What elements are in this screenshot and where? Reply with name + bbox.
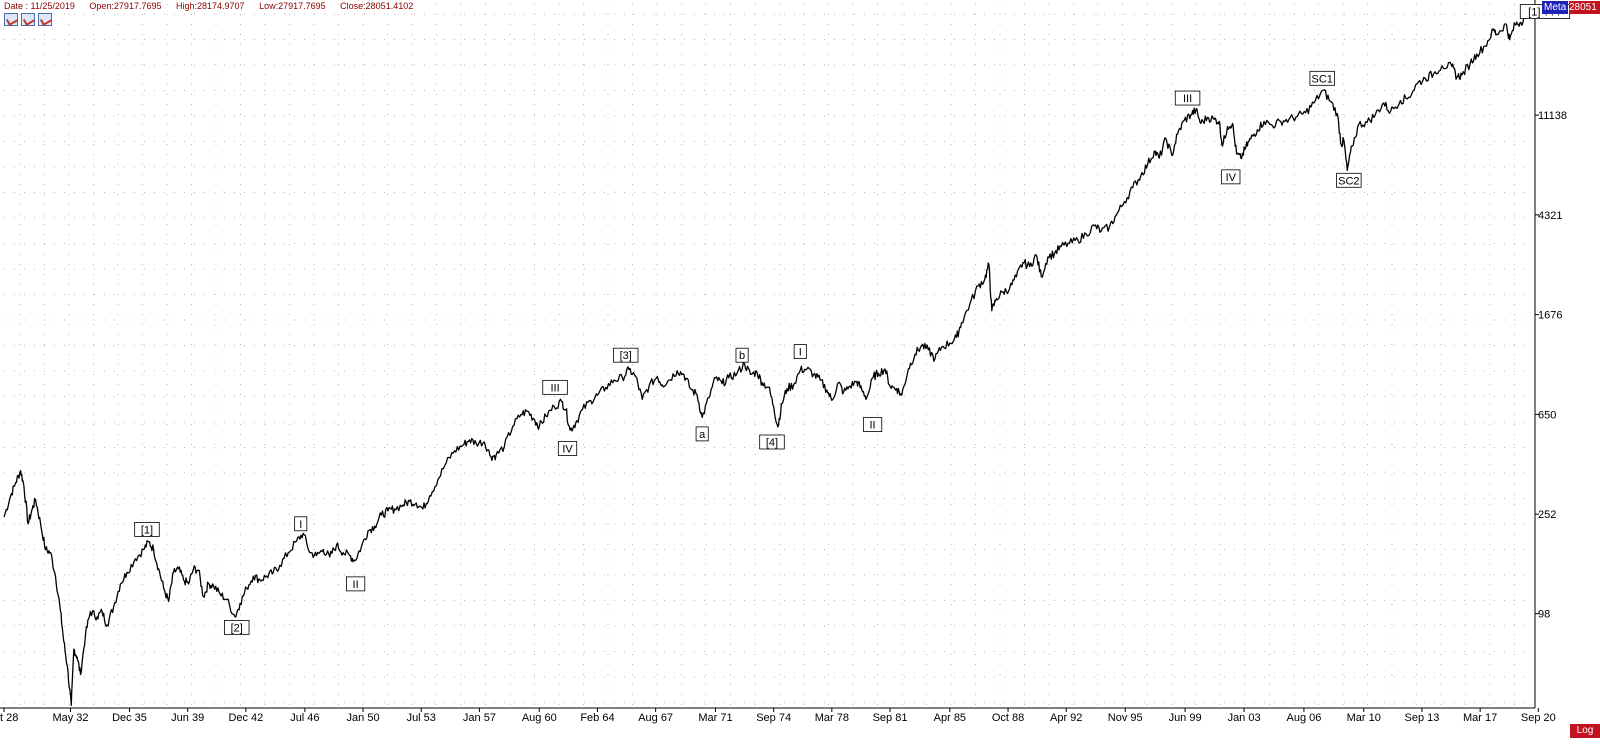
meta-badge: Meta [1542,1,1569,14]
wave-label: III [542,379,568,395]
x-tick-label: Jul 53 [407,712,436,724]
x-tick-label: Apr 92 [1050,712,1082,724]
y-tick-label: 98 [1538,609,1550,621]
wave-label-text: III [1183,93,1192,105]
chart-line-icon[interactable] [38,13,52,26]
header-close: Close:28051.4102 [340,1,414,11]
x-tick-label: Jan 03 [1228,712,1261,724]
header-date: Date : 11/25/2019 [4,1,75,11]
wave-label: III [1174,90,1201,106]
price-series-line [3,15,1526,707]
wave-label-text: SC2 [1338,175,1359,187]
x-tick-label: Sep 81 [873,712,908,724]
wave-label-box [557,441,578,456]
wave-label-text: [4] [766,437,778,449]
header-high: High:28174.9707 [176,1,245,11]
y-tick-label: 11138 [1538,110,1567,122]
x-tick-label: Sep 20 [1521,712,1556,724]
x-tick-label: Nov 95 [1108,712,1143,724]
header-open: Open:27917.7695 [89,1,162,11]
x-tick-label: Jun 99 [1169,712,1202,724]
wave-label-text: b [739,350,745,362]
wave-label-text: I [799,347,802,359]
chart-line-icon[interactable] [21,13,35,26]
wave-label: [1] [134,522,160,537]
x-tick-label: Sep 74 [756,712,791,724]
x-tick-label: Feb 64 [580,712,614,724]
wave-label-box [613,347,639,363]
wave-label-box [542,379,568,395]
wave-label: a [695,426,709,442]
x-tick-label: Jan 57 [463,712,496,724]
x-tick-label: Mar 78 [815,712,849,724]
wave-label: II [862,417,883,432]
wave-label-box [759,434,785,450]
header-low: Low:27917.7695 [259,1,326,11]
wave-label-text: III [550,382,559,394]
wave-label-box [735,347,749,363]
y-tick-label: 650 [1538,409,1556,421]
wave-label-box [345,576,366,592]
wave-label-box [1309,70,1335,86]
x-tick-label: Aug 67 [638,712,673,724]
last-price-badge: 28051 [1569,1,1600,14]
wave-label-box [1336,172,1362,188]
chart-toolbar [4,13,52,26]
wave-label-text: IV [562,444,573,456]
wave-label: IV [557,441,578,456]
y-tick-label: 252 [1538,509,1556,521]
x-tick-label: Aug 06 [1286,712,1321,724]
x-tick-label: Jul 46 [290,712,319,724]
x-tick-label: Mar 71 [698,712,732,724]
log-scale-toggle[interactable]: Log [1570,724,1600,738]
wave-label: IV [1221,169,1241,185]
wave-label-box [793,344,807,359]
wave-label: b [735,347,749,363]
ohlc-header: Date : 11/25/2019 Open:27917.7695 High:2… [4,1,425,11]
x-tick-label: Dec 42 [228,712,263,724]
wave-label-box [862,417,883,432]
wave-label-text: II [353,579,359,591]
wave-label: [4] [759,434,785,450]
wave-label: I [793,344,807,359]
chart-line-icon[interactable] [4,13,18,26]
wave-label: II [345,576,366,592]
x-tick-label: Dec 35 [112,712,147,724]
wave-label-box [695,426,709,442]
wave-label-box [1221,169,1241,185]
x-tick-label: Mar 10 [1347,712,1381,724]
wave-label: SC2 [1336,172,1362,188]
x-tick-label: t 28 [0,712,18,724]
wave-label-text: IV [1226,172,1237,184]
x-tick-label: Jun 39 [171,712,204,724]
wave-label-box [1174,90,1201,106]
x-tick-label: Oct 88 [992,712,1024,724]
wave-label-text: [3] [620,350,632,362]
x-tick-label: Aug 60 [522,712,557,724]
y-tick-label: 4321 [1538,210,1562,222]
wave-label: [3] [613,347,639,363]
wave-label-box [294,516,308,532]
x-tick-label: Apr 85 [934,712,966,724]
x-tick-label: Sep 13 [1405,712,1440,724]
wave-label-text: [2] [231,622,243,634]
wave-label-text: II [870,420,876,432]
wave-label-text: a [699,429,706,441]
wave-label-text: SC1 [1312,73,1333,85]
x-tick-label: Mar 17 [1463,712,1497,724]
wave-label: SC1 [1309,70,1335,86]
wave-label: [2] [224,619,250,635]
wave-label-text: [1] [141,524,153,536]
wave-label-box [134,522,160,537]
wave-label-text: I [299,519,302,531]
x-tick-label: Jan 50 [347,712,380,724]
wave-label: I [294,516,308,532]
x-tick-label: May 32 [52,712,88,724]
y-tick-label: 1676 [1538,310,1562,322]
wave-label-box [224,619,250,635]
